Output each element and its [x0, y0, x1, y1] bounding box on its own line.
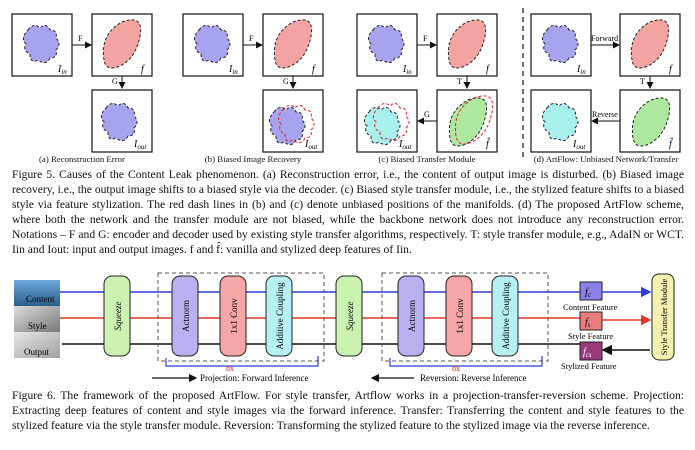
panel-a-caption: (a) Reconstruction Error	[39, 154, 125, 164]
fc-box	[579, 281, 603, 301]
input-manifold	[22, 24, 60, 64]
panel-d-caption: (d) ArtFlow: Unbiased Network/Transfer	[533, 154, 679, 164]
feature-manifold	[102, 19, 142, 69]
repeat-label-2: 8x	[452, 364, 460, 373]
stylized-feature-label: Stylized Feature	[561, 361, 617, 371]
svg-text:Squeeze: Squeeze	[345, 302, 355, 331]
panel-b-caption: (b) Biased Image Recovery	[204, 154, 302, 164]
coupling-block-1	[265, 275, 293, 357]
style-transfer-module	[651, 273, 675, 361]
svg-text:1x1 Conv: 1x1 Conv	[229, 298, 239, 334]
svg-text:Squeeze: Squeeze	[113, 302, 123, 331]
figure-5-diagram: Iin f F G Iout Iin f F G Iout Iin	[11, 8, 681, 160]
svg-text:fs: fs	[585, 317, 591, 329]
content-image	[14, 280, 60, 306]
svg-text:f̂: f̂	[669, 137, 673, 150]
actnorm-block-1	[171, 275, 199, 357]
svg-text:T: T	[640, 77, 645, 86]
style-image	[14, 306, 60, 332]
svg-text:G: G	[424, 110, 430, 119]
svg-text:F: F	[423, 34, 428, 43]
svg-text:Forward: Forward	[591, 34, 618, 43]
arrow-f: F	[78, 34, 83, 43]
content-feature-label: Content Feature	[563, 302, 618, 312]
svg-text:1x1 Conv: 1x1 Conv	[455, 298, 465, 334]
panel-c: Iin f F T f̂ G Iout	[356, 13, 498, 153]
style-feature-label: Style Feature	[568, 331, 613, 341]
svg-text:G: G	[283, 77, 289, 86]
svg-text:T: T	[457, 77, 462, 86]
style-label: Style	[28, 321, 47, 331]
svg-text:Iout: Iout	[304, 139, 318, 151]
svg-text:f: f	[312, 64, 316, 75]
svg-text:fc: fc	[585, 287, 592, 299]
loop-left	[165, 356, 319, 367]
out-label: Iout	[133, 139, 147, 151]
conv-block-1	[219, 275, 247, 357]
content-label: Content	[26, 294, 55, 304]
svg-text:f: f	[486, 64, 490, 75]
svg-text:Actnorm: Actnorm	[407, 300, 417, 332]
conv-block-2	[445, 275, 473, 357]
svg-text:Additive Coupling: Additive Coupling	[275, 282, 285, 350]
loop-right	[389, 356, 543, 367]
output-label: Output	[24, 347, 50, 357]
actnorm-block-2	[397, 275, 425, 357]
figure-5-caption: Figure 5. Causes of the Content Leak phe…	[12, 168, 684, 256]
svg-text:Style Transfer Module: Style Transfer Module	[659, 279, 669, 356]
in-label: Iin	[57, 64, 67, 76]
figure-6-caption: Figure 6. The framework of the proposed …	[12, 389, 684, 432]
f-label: f	[141, 64, 145, 75]
svg-text:Iin: Iin	[402, 64, 412, 76]
svg-text:Iin: Iin	[576, 64, 586, 76]
figure-6-diagram: Content Style Output Squeeze Actnorm 1x1…	[14, 272, 675, 383]
squeeze-block-2	[335, 275, 363, 357]
svg-text:Iout: Iout	[572, 139, 586, 151]
svg-text:fcs: fcs	[583, 347, 592, 359]
reversion-label: Reversion: Reverse Inference	[420, 373, 526, 383]
projection-label: Projection: Forward Inference	[200, 373, 308, 383]
svg-text:Iout: Iout	[398, 139, 412, 151]
repeat-label-1: 8x	[226, 364, 234, 373]
panel-d: Iin f Forward T f̂ Reverse Iout	[530, 13, 681, 153]
svg-text:f: f	[669, 64, 673, 75]
output-image	[14, 332, 60, 358]
panel-c-caption: (c) Biased Transfer Module	[378, 154, 476, 164]
panel-b: Iin f F G Iout	[182, 13, 324, 153]
svg-text:Iin: Iin	[228, 64, 238, 76]
coupling-block-2	[491, 275, 519, 357]
arrow-g: G	[112, 77, 118, 86]
svg-text:Actnorm: Actnorm	[181, 300, 191, 332]
svg-text:Reverse: Reverse	[592, 110, 618, 119]
svg-text:Additive Coupling: Additive Coupling	[501, 282, 511, 350]
svg-text:F: F	[249, 34, 254, 43]
fs-box	[579, 311, 603, 331]
output-manifold	[100, 102, 138, 142]
squeeze-block-1	[103, 275, 131, 357]
panel-a: Iin f F G Iout	[11, 13, 153, 153]
svg-text:f̂: f̂	[486, 137, 490, 150]
